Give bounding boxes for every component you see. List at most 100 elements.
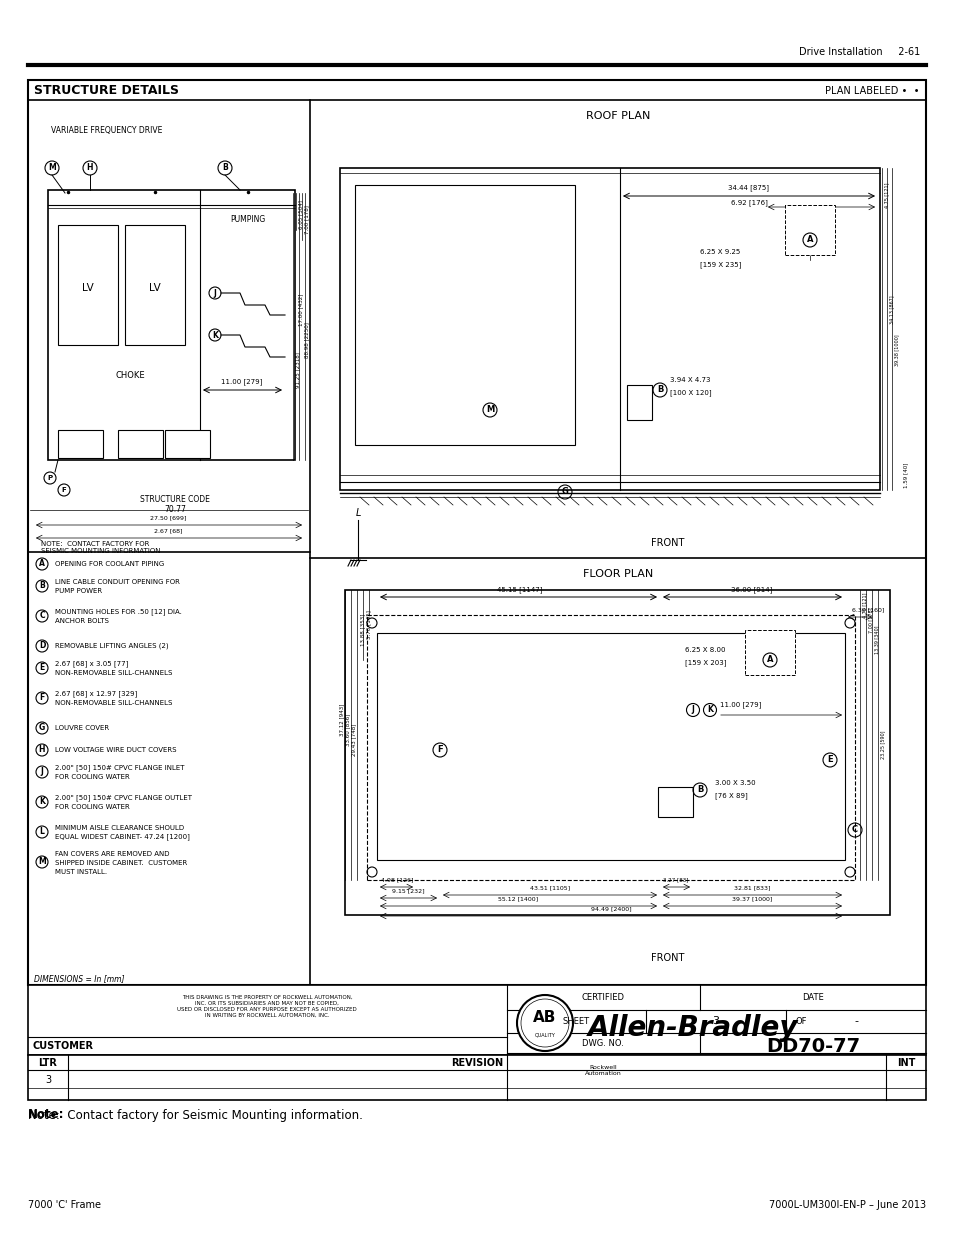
Text: 4.75 [121]: 4.75 [121] [883,183,888,207]
Text: 7.00 [178]: 7.00 [178] [867,608,872,632]
Text: C: C [851,825,857,835]
Text: LV: LV [149,283,161,293]
Text: MOUNTING HOLES FOR .50 [12] DIA.: MOUNTING HOLES FOR .50 [12] DIA. [55,609,182,615]
Text: E: E [39,663,45,673]
Text: STRUCTURE CODE
70.77: STRUCTURE CODE 70.77 [140,495,210,515]
Bar [367,615,854,881]
Bar [28,986,925,1055]
Text: 6.25 X 9.25: 6.25 X 9.25 [700,249,740,254]
Text: D: D [39,641,45,651]
Text: 23.25 [590]: 23.25 [590] [879,731,884,760]
Text: 11.00 [279]: 11.00 [279] [221,379,262,385]
Text: 2.67 [68]: 2.67 [68] [153,529,182,534]
Bar [58,225,118,345]
Text: 29.43 [748]: 29.43 [748] [351,724,355,756]
Text: 4.98 [126]: 4.98 [126] [380,878,413,883]
Text: FLOOR PLAN: FLOOR PLAN [582,569,653,579]
Bar [658,787,692,818]
Text: THIS DRAWING IS THE PROPERTY OF ROCKWELL AUTOMATION,
INC. OR ITS SUBSIDIARIES AN: THIS DRAWING IS THE PROPERTY OF ROCKWELL… [177,995,356,1018]
Text: A: A [806,236,812,245]
Bar [376,634,844,860]
Text: DIMENSIONS = In [mm]: DIMENSIONS = In [mm] [34,974,125,983]
Text: 6.39 [160]: 6.39 [160] [851,608,883,613]
Text: J: J [41,767,44,777]
Bar [165,430,210,458]
Text: Allen-Bradley: Allen-Bradley [587,1014,798,1042]
Text: E: E [826,756,832,764]
Text: Rockwell
Automation: Rockwell Automation [584,1065,620,1076]
Text: REVISION: REVISION [451,1058,502,1068]
Text: LV: LV [82,283,93,293]
Text: [76 X 89]: [76 X 89] [714,793,747,799]
Bar [118,430,163,458]
Bar [345,590,889,915]
Text: CUSTOMER: CUSTOMER [33,1041,94,1051]
Text: AB: AB [533,1009,557,1025]
Text: FAN COVERS ARE REMOVED AND: FAN COVERS ARE REMOVED AND [55,851,170,857]
Text: FOR COOLING WATER: FOR COOLING WATER [55,774,130,781]
Text: 2.67 [68] x 12.97 [329]: 2.67 [68] x 12.97 [329] [55,690,137,698]
Bar [339,168,879,490]
Text: FOR COOLING WATER: FOR COOLING WATER [55,804,130,810]
Text: PUMPING: PUMPING [230,215,265,225]
Text: 3: 3 [712,1016,719,1026]
Text: M: M [485,405,494,415]
Text: 91.25 [2318]: 91.25 [2318] [294,352,299,388]
Text: 45.15 [1147]: 45.15 [1147] [497,587,542,593]
Text: LOUVRE COVER: LOUVRE COVER [55,725,109,731]
Text: [100 X 120]: [100 X 120] [669,389,711,396]
Text: B: B [656,385,662,394]
Text: 3.94 X 4.73: 3.94 X 4.73 [669,377,710,383]
Text: 33.60 [856]: 33.60 [856] [345,714,350,746]
Text: 32.81 [833]: 32.81 [833] [733,885,769,890]
Text: 88.98 [2250]: 88.98 [2250] [304,322,309,358]
Text: B: B [222,163,228,173]
Text: 13.88 [353]: 13.88 [353] [359,614,365,646]
Text: L: L [39,827,45,836]
Text: OPENING FOR COOLANT PIPING: OPENING FOR COOLANT PIPING [55,561,164,567]
Text: 1.59 [40]: 1.59 [40] [902,462,907,488]
Text: 36.00 [914]: 36.00 [914] [731,587,772,593]
Text: 7000 'C' Frame: 7000 'C' Frame [28,1200,101,1210]
Text: CERTIFIED: CERTIFIED [581,993,624,1003]
Text: M: M [38,857,46,867]
Text: A: A [766,656,773,664]
Bar [626,385,651,420]
Text: FRONT: FRONT [651,538,684,548]
Text: 27.50 [699]: 27.50 [699] [150,515,186,520]
Text: ANCHOR BOLTS: ANCHOR BOLTS [55,618,109,624]
Text: DWG. NO.: DWG. NO. [581,1039,623,1047]
Text: PLAN LABELED •  •: PLAN LABELED • • [824,86,919,96]
Text: M: M [48,163,56,173]
Text: H: H [39,746,45,755]
Bar [784,205,834,254]
Text: 2.00" [50] 150# CPVC FLANGE INLET: 2.00" [50] 150# CPVC FLANGE INLET [55,764,184,772]
Text: REMOVABLE LIFTING ANGLES (2): REMOVABLE LIFTING ANGLES (2) [55,642,169,650]
Text: 6.92 [176]: 6.92 [176] [730,200,766,206]
Text: F: F [62,487,67,493]
Text: OF: OF [795,1016,806,1025]
Text: 5.70 [145]: 5.70 [145] [366,610,371,640]
Text: F: F [436,746,442,755]
Text: 4.75 [121]: 4.75 [121] [862,593,866,618]
Text: -: - [853,1016,857,1026]
Text: MUST INSTALL.: MUST INSTALL. [55,869,107,876]
Text: 55.12 [1400]: 55.12 [1400] [497,897,537,902]
Text: C: C [39,611,45,620]
Text: G: G [561,488,568,496]
Text: B: B [39,582,45,590]
Text: DD70-77: DD70-77 [765,1037,860,1056]
Bar [355,185,575,445]
Text: LOW VOLTAGE WIRE DUCT COVERS: LOW VOLTAGE WIRE DUCT COVERS [55,747,176,753]
Text: LINE CABLE CONDUIT OPENING FOR: LINE CABLE CONDUIT OPENING FOR [55,579,180,585]
Text: MINIMUM AISLE CLEARANCE SHOULD: MINIMUM AISLE CLEARANCE SHOULD [55,825,184,831]
Text: J: J [213,289,216,298]
Text: J: J [691,705,694,715]
Text: 9.15 [232]: 9.15 [232] [392,888,424,893]
Text: SHEET: SHEET [562,1016,589,1025]
Text: 43.51 [1105]: 43.51 [1105] [529,885,570,890]
Text: 3.00 X 3.50: 3.00 X 3.50 [714,781,755,785]
Text: FRONT: FRONT [651,953,684,963]
Text: LTR: LTR [38,1058,57,1068]
Text: 11.00 [279]: 11.00 [279] [720,701,760,709]
